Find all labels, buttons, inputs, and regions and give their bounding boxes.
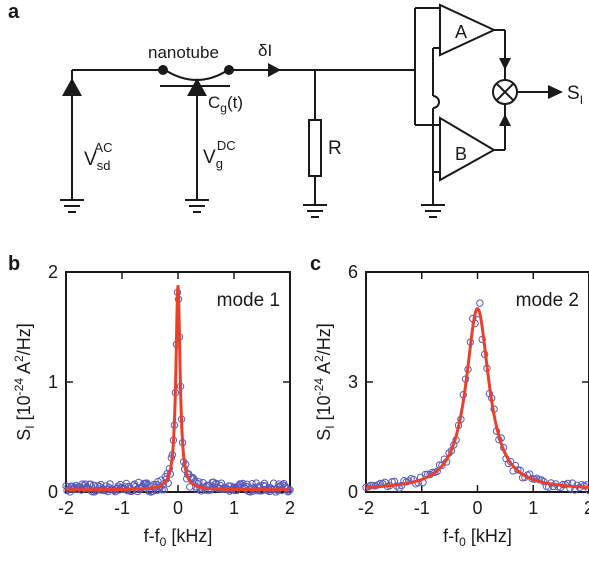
mode-annotation: mode 2	[516, 290, 579, 311]
nanotube-label: nanotube	[148, 43, 219, 62]
x-tick-label: 0	[472, 498, 482, 518]
y-tick-label: 1	[48, 372, 58, 392]
chart-mode-2: c -2 -1 0 1 2 0 3 6 mode 2 f-f0 [kHz] SI [10-24 A2/…	[310, 253, 589, 549]
y-tick-label: 0	[348, 482, 358, 502]
mode-annotation: mode 1	[217, 290, 280, 311]
data-point	[158, 486, 166, 494]
x-tick-label: 1	[229, 498, 239, 518]
data-point	[476, 299, 484, 307]
data-point	[438, 461, 446, 470]
data-point	[249, 487, 257, 495]
lorentzian-fit-line	[365, 306, 589, 489]
vg-label: VgDC	[203, 138, 236, 171]
circuit-arrowheads	[62, 58, 563, 126]
y-tick-label: 2	[48, 262, 58, 282]
x-axis-label: f-f0 [kHz]	[144, 526, 213, 549]
y-tick-label: 3	[348, 372, 358, 392]
y-tick-label: 0	[48, 482, 58, 502]
data-point	[433, 467, 441, 476]
x-tick-label: 2	[285, 498, 295, 518]
x-axis-label: f-f0 [kHz]	[443, 526, 512, 549]
data-point	[243, 480, 251, 488]
resistor-label: R	[328, 138, 342, 159]
data-point	[86, 480, 95, 488]
y-axis-label: SI [10-24 A2/Hz]	[312, 323, 337, 440]
x-tick-label: -2	[58, 498, 74, 518]
cg-label: Cg(t)	[208, 93, 243, 115]
y-axis-label: SI [10-24 A2/Hz]	[12, 323, 37, 440]
amp-a-label: A	[455, 22, 467, 42]
data-point	[160, 486, 168, 494]
ground-symbols	[60, 199, 445, 218]
circuit-diagram	[71, 3, 548, 205]
x-tick-label: 2	[584, 498, 589, 518]
amp-b-label: B	[455, 144, 467, 164]
output-label: SI	[567, 83, 583, 107]
x-tick-label: 1	[528, 498, 538, 518]
data-point	[143, 479, 151, 487]
x-tick-label: 0	[173, 498, 183, 518]
panel-label-b: b	[8, 253, 20, 275]
y-tick-label: 6	[348, 262, 358, 282]
panel-label-c: c	[310, 253, 321, 275]
vsd-label: VsdAC	[84, 140, 112, 173]
data-point	[248, 479, 256, 488]
x-tick-label: -1	[414, 498, 430, 518]
lorentzian-fit-line	[66, 285, 290, 492]
current-label: δI	[258, 41, 272, 60]
x-tick-label: -1	[114, 498, 130, 518]
chart-mode-1: b -2 -1 0 1 2 0 1 2 mode 1 f-f0 [kHz] SI [10-24 A2/…	[8, 253, 295, 549]
panel-a-label: a	[8, 1, 20, 23]
x-tick-label: -2	[358, 498, 374, 518]
